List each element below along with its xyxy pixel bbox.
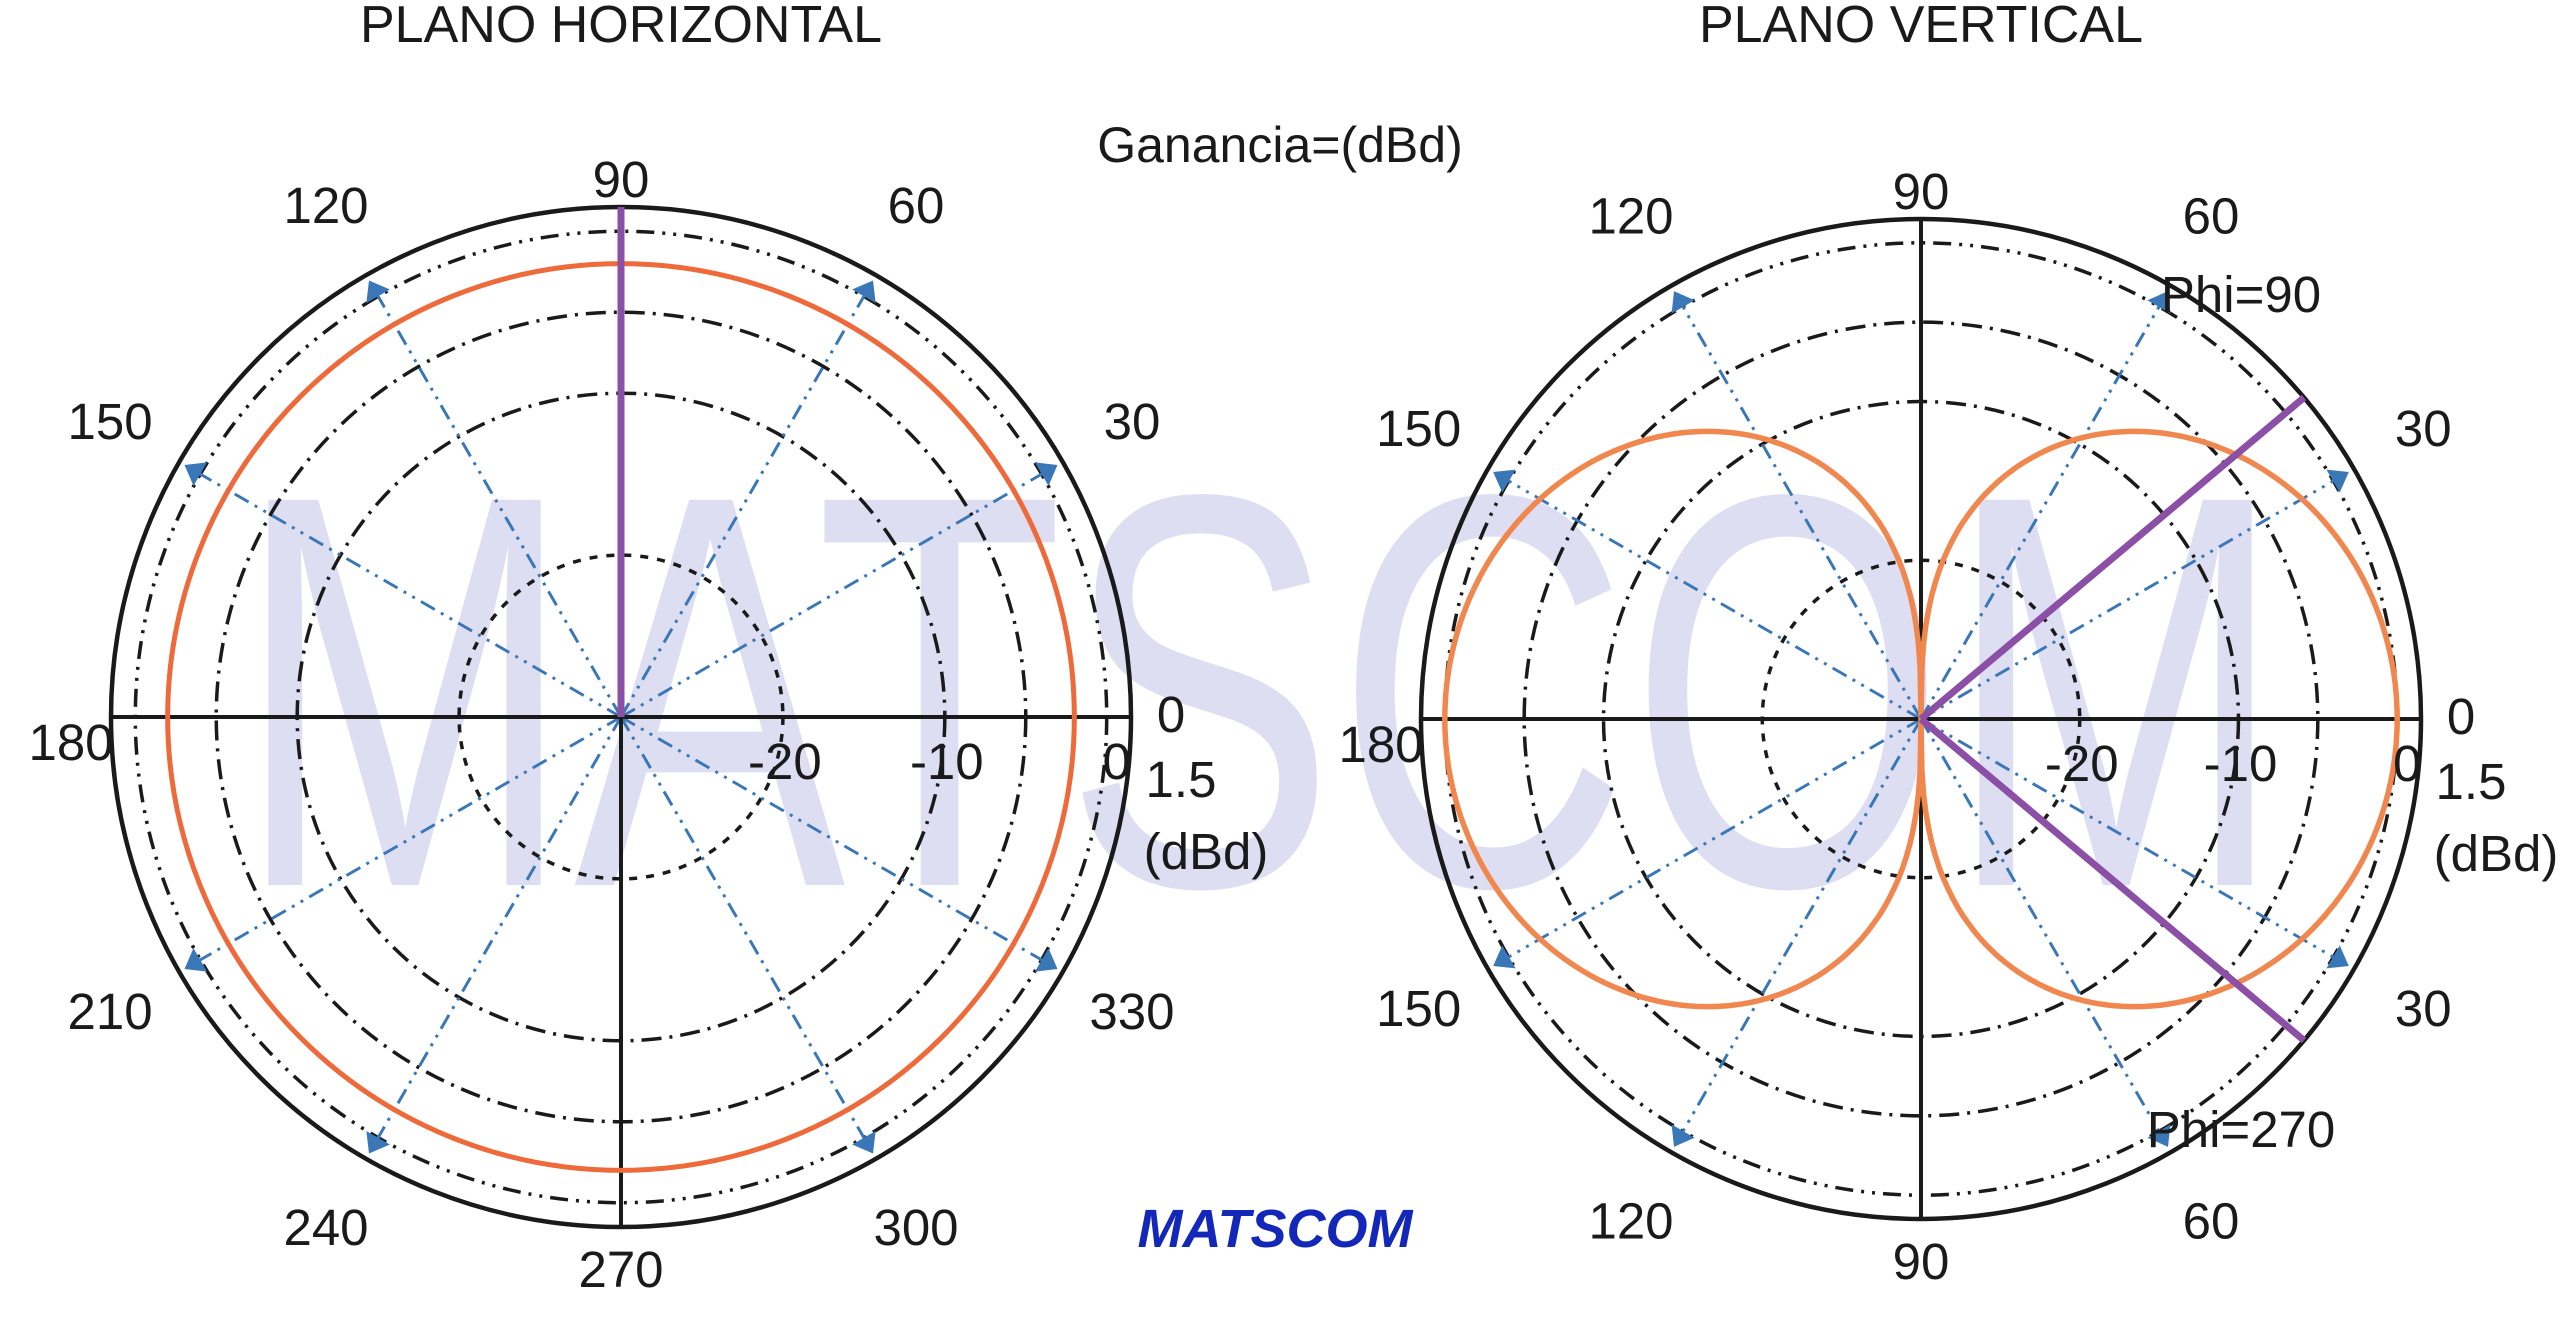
radial-tick-label: -10	[910, 733, 984, 790]
angle-tick-label: 150	[1376, 980, 1461, 1037]
angle-tick-label: 210	[67, 983, 152, 1040]
spoke-line	[183, 715, 622, 971]
gain-label: Ganancia=(dBd)	[1097, 117, 1463, 173]
angle-tick-label: 150	[67, 393, 152, 450]
radiation-pattern-trace	[1442, 428, 2400, 1010]
spoke-arrowhead	[1493, 945, 1516, 969]
outer-gain-value: 1.5	[2436, 753, 2507, 810]
spoke-line	[183, 463, 622, 719]
spoke-arrowhead	[1671, 291, 1695, 314]
spoke-arrowhead	[2147, 1124, 2171, 1147]
spoke-arrowhead	[1034, 948, 1058, 972]
spoke-line	[1492, 717, 1922, 968]
spoke-arrowhead	[184, 462, 208, 486]
chart-title: PLANO VERTICAL	[1699, 0, 2143, 54]
angle-tick-label: 120	[283, 177, 368, 234]
angle-tick-label: 120	[1588, 188, 1673, 245]
spoke-line	[1672, 718, 1923, 1148]
spoke-line	[1492, 470, 1922, 721]
spoke-line	[1920, 470, 2350, 721]
spoke-arrowhead	[1493, 469, 1516, 493]
spoke-arrowhead	[1671, 1124, 1695, 1147]
beam-label: Phi=270	[2147, 1101, 2336, 1158]
angle-tick-label: 0	[1157, 686, 1185, 743]
angle-tick-label: 30	[1104, 393, 1161, 450]
unit-label: (dBd)	[1144, 823, 1269, 880]
angle-tick-label: 180	[28, 714, 113, 771]
spoke-arrowhead	[366, 1130, 390, 1154]
radial-tick-label: 0	[1103, 733, 1131, 790]
radial-tick-label: -20	[2045, 735, 2119, 792]
spoke-arrowhead	[366, 280, 390, 304]
spoke-line	[1919, 290, 2170, 720]
angle-tick-label: 90	[1893, 1233, 1950, 1290]
spoke-arrowhead	[852, 1130, 876, 1154]
spoke-line	[1920, 717, 2350, 968]
angle-tick-label: 60	[888, 177, 945, 234]
radial-tick-label: 0	[2393, 735, 2421, 792]
angle-tick-label: 90	[1893, 163, 1950, 220]
spoke-line	[619, 716, 875, 1155]
angle-tick-label: 60	[2183, 188, 2240, 245]
watermark-text: MATSCOM	[235, 378, 2285, 1004]
brand-logo-text: MATSCOM	[1138, 1199, 1414, 1259]
angle-tick-label: 180	[1338, 716, 1423, 773]
spoke-arrowhead	[1034, 462, 1058, 486]
radial-tick-label: -10	[2204, 735, 2278, 792]
unit-label: (dBd)	[2434, 825, 2559, 882]
chart-title: PLANO HORIZONTAL	[360, 0, 882, 54]
beam-label: Phi=90	[2161, 266, 2321, 323]
angle-tick-label: 270	[578, 1241, 663, 1298]
angle-tick-label: 90	[593, 151, 650, 208]
angle-tick-label: 30	[2395, 400, 2452, 457]
spoke-arrowhead	[184, 948, 208, 972]
angle-tick-label: 0	[2447, 688, 2475, 745]
spoke-line	[619, 279, 875, 718]
vertical-plane-chart: PLANO VERTICAL 0 30 60 90 120 150 180 150 120 90 60…	[1338, 0, 2558, 1290]
horizontal-plane-chart: PLANO HORIZONTAL 0 30 60 90 120 150 180 210 240 27…	[28, 0, 1268, 1298]
spoke-arrowhead	[852, 280, 876, 304]
radial-tick-label: -20	[748, 733, 822, 790]
spoke-line	[367, 716, 623, 1155]
spoke-line	[1919, 718, 2170, 1148]
angle-tick-label: 300	[873, 1199, 958, 1256]
spoke-arrowhead	[2326, 469, 2349, 493]
angle-tick-label: 240	[283, 1199, 368, 1256]
angle-tick-label: 60	[2183, 1192, 2240, 1249]
spoke-arrowhead	[2326, 945, 2349, 969]
spoke-arrowhead	[2147, 291, 2171, 314]
beam-direction-line	[1918, 716, 2307, 1044]
angle-tick-label: 30	[2395, 980, 2452, 1037]
angle-tick-label: 120	[1588, 1192, 1673, 1249]
outer-gain-value: 1.5	[1146, 751, 1217, 808]
spoke-line	[367, 279, 623, 718]
spoke-line	[1672, 290, 1923, 720]
angle-tick-label: 330	[1089, 983, 1174, 1040]
beam-direction-line	[1918, 394, 2307, 722]
angle-tick-label: 150	[1376, 400, 1461, 457]
outer-circle	[1418, 216, 2424, 1222]
